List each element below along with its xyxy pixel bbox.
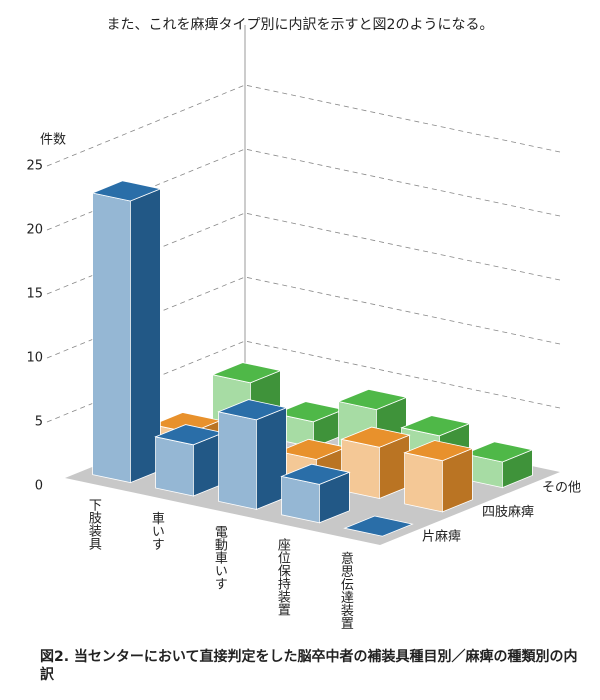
y-tick-label: 20 [26, 223, 43, 238]
bar-front [155, 436, 194, 497]
legend-label: 四肢麻痺 [482, 504, 534, 520]
x-tick-label: 意思伝達装置 [338, 551, 354, 630]
y-tick-label: 25 [26, 159, 43, 174]
bar-top [340, 426, 411, 448]
bar-top [280, 463, 351, 485]
x-tick-label: 下肢装具 [86, 498, 102, 550]
legend-label: その他 [542, 481, 581, 496]
bar-top [463, 441, 534, 463]
x-tick-label: 座位保持装置 [275, 538, 291, 616]
y-tick-label: 10 [26, 351, 43, 366]
bar-top [91, 180, 162, 202]
y-axis-label: 件数 [40, 133, 66, 148]
bar-top [217, 399, 288, 421]
bar-front [92, 192, 131, 484]
bar-top [400, 415, 471, 437]
bar-top [337, 388, 408, 411]
grid-line [46, 84, 561, 167]
caption: 図2. 当センターにおいて直接判定をした脳卒中者の補装具種目別／麻痺の種類別の内… [40, 649, 578, 683]
y-tick-label: 0 [35, 479, 43, 494]
bar-top [211, 362, 282, 384]
intro-text: また、これを麻痺タイプ別に内訳を示すと図2のようになる。 [106, 17, 494, 33]
legend-label: 片麻痺 [422, 528, 461, 544]
bar-top [343, 515, 414, 537]
bar-top [403, 440, 474, 462]
bar-front [218, 411, 257, 510]
x-tick-label: 電動車いす [212, 525, 228, 590]
y-tick-label: 15 [26, 287, 43, 302]
y-tick-label: 5 [35, 415, 43, 430]
bar-front [404, 452, 443, 513]
x-tick-label: 車いす [149, 511, 165, 550]
